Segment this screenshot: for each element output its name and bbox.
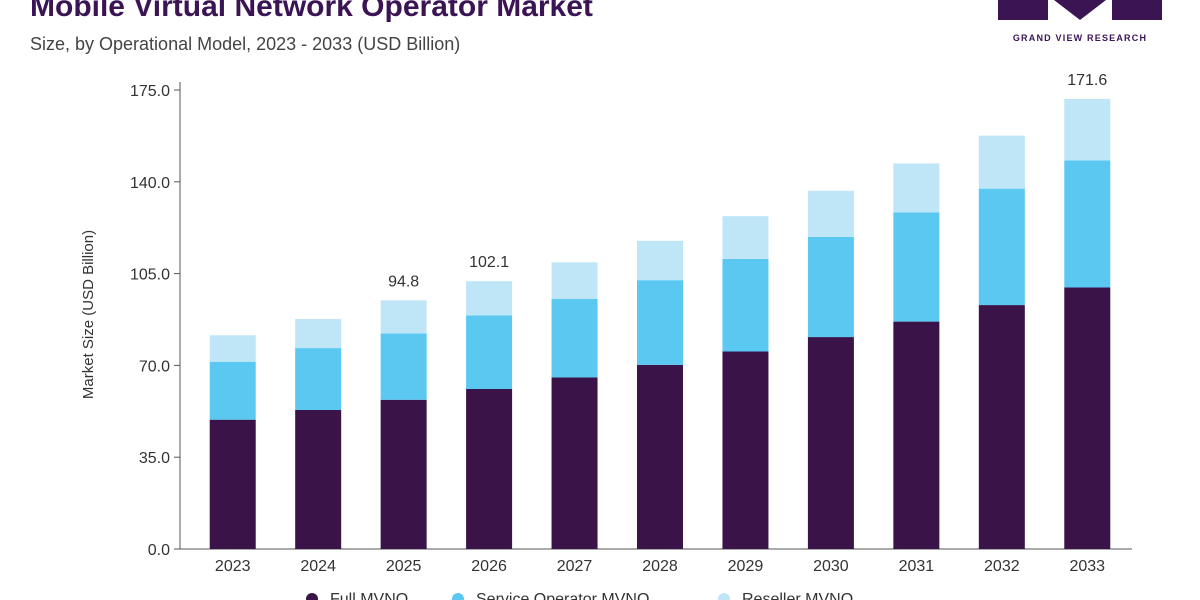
chart-subtitle: Size, by Operational Model, 2023 - 2033 … [30,34,461,54]
bar-segment-full-mvno-2026 [466,389,513,549]
legend-swatch-full-mvno [306,593,318,600]
legend-swatch-reseller-mvno [718,593,730,600]
x-tick-label: 2024 [300,558,336,575]
bar-segment-full-mvno-2032 [978,305,1025,549]
bar-segment-reseller-mvno-2033 [1064,98,1111,161]
y-tick-label: 0.0 [148,542,170,559]
bar-segment-service-operator-mvno-2027 [551,298,598,378]
x-tick-label: 2025 [386,558,422,575]
legend-label-full-mvno: Full MVNO [330,591,408,600]
bar-segment-full-mvno-2031 [893,321,940,549]
logo-marks [998,0,1162,20]
y-tick-label: 105.0 [130,267,170,284]
bar-segment-service-operator-mvno-2024 [295,348,342,410]
bar-segment-service-operator-mvno-2025 [380,333,427,400]
x-tick-label: 2026 [471,558,507,575]
x-tick-label: 2030 [813,558,849,575]
bar-segment-service-operator-mvno-2029 [722,258,769,352]
bar-segment-full-mvno-2024 [295,409,342,549]
y-tick-label: 35.0 [139,450,170,467]
y-tick-label: 140.0 [130,175,170,192]
legend-layer: Full MVNO Service Operator MVNO Reseller M… [306,591,853,600]
bar-segment-service-operator-mvno-2026 [466,315,513,390]
bars-layer [209,98,1111,549]
bar-segment-full-mvno-2028 [637,364,683,549]
brand-logo: GRAND VIEW RESEARCH [996,0,1164,46]
total-label-2026: 102.1 [469,254,509,271]
bar-segment-reseller-mvno-2029 [722,216,769,259]
labels-layer: 2023 2024 2025 94.8 2026 102.1 2027 2028 2029 203… [215,72,1107,575]
total-label-2025: 94.8 [388,273,419,290]
bar-segment-full-mvno-2023 [209,419,256,549]
bar-segment-reseller-mvno-2023 [209,335,256,362]
legend-label-reseller-mvno: Reseller MVNO [742,591,853,600]
bar-segment-full-mvno-2033 [1064,287,1111,549]
y-axis-title: Market Size (USD Billion) [80,230,97,399]
axis-layer: 0.0 35.0 70.0 105.0 140.0 175.0 Market Size (U… [80,82,1132,559]
bar-segment-reseller-mvno-2027 [551,262,598,299]
bar-segment-reseller-mvno-2030 [807,190,854,237]
bar-segment-reseller-mvno-2031 [893,163,940,213]
bar-segment-service-operator-mvno-2028 [637,280,683,365]
bar-segment-full-mvno-2030 [807,337,854,549]
legend-label-service-operator-mvno: Service Operator MVNO [476,591,649,600]
bar-segment-reseller-mvno-2028 [637,240,683,281]
x-tick-label: 2033 [1069,558,1105,575]
bar-segment-service-operator-mvno-2023 [209,361,256,420]
bar-segment-reseller-mvno-2025 [380,300,427,334]
bar-segment-full-mvno-2027 [551,377,598,549]
x-tick-label: 2027 [557,558,593,575]
bar-segment-full-mvno-2025 [380,399,427,549]
logo-text: GRAND VIEW RESEARCH [1012,33,1148,43]
bar-segment-service-operator-mvno-2032 [978,188,1025,306]
bar-segment-reseller-mvno-2024 [295,318,342,349]
bar-segment-service-operator-mvno-2030 [807,236,854,338]
bar-segment-service-operator-mvno-2031 [893,212,940,322]
bar-segment-reseller-mvno-2032 [978,135,1025,189]
x-tick-label: 2031 [899,558,935,575]
x-tick-label: 2028 [642,558,678,575]
bar-segment-reseller-mvno-2026 [466,281,513,316]
x-tick-label: 2023 [215,558,251,575]
y-tick-label: 175.0 [130,83,170,100]
x-tick-label: 2029 [728,558,764,575]
x-tick-label: 2032 [984,558,1020,575]
bar-segment-full-mvno-2029 [722,351,769,549]
legend-swatch-service-operator-mvno [452,593,464,600]
bar-segment-service-operator-mvno-2033 [1064,160,1111,288]
chart-title: Mobile Virtual Network Operator Market [30,0,593,23]
y-tick-label: 70.0 [139,358,170,375]
total-label-2033: 171.6 [1067,72,1107,89]
